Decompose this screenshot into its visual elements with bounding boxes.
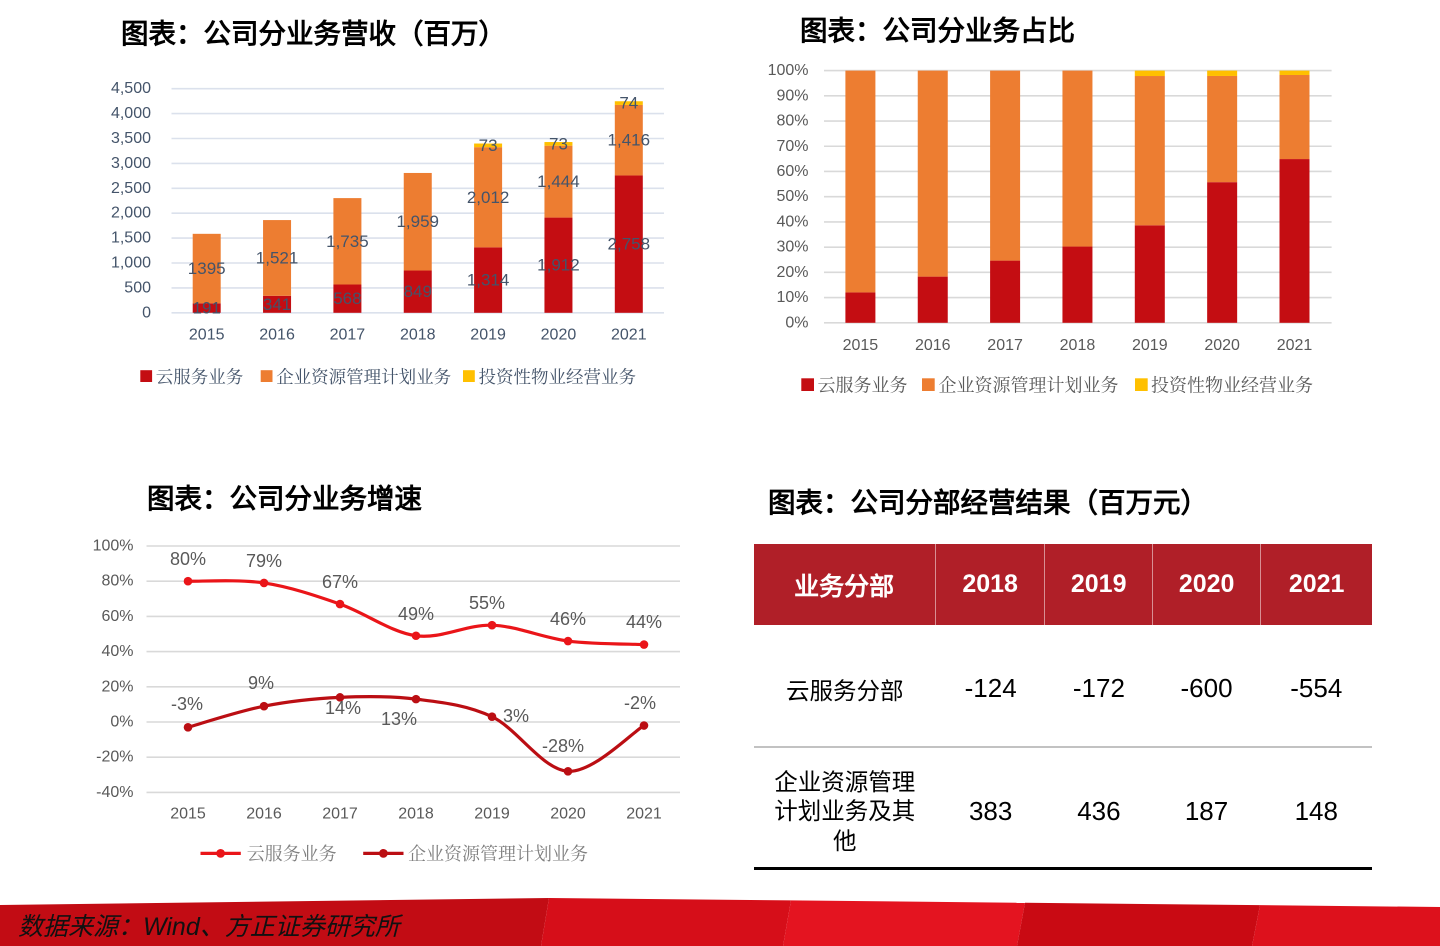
- svg-text:2020: 2020: [550, 806, 586, 823]
- svg-text:14%: 14%: [325, 698, 361, 718]
- svg-text:3,000: 3,000: [111, 155, 151, 172]
- svg-text:2021: 2021: [1277, 337, 1313, 354]
- svg-text:40%: 40%: [101, 643, 133, 660]
- svg-text:3%: 3%: [503, 706, 529, 726]
- svg-text:73: 73: [549, 134, 568, 153]
- svg-text:79%: 79%: [246, 551, 282, 571]
- svg-text:云服务业务: 云服务业务: [818, 376, 908, 396]
- svg-text:2020: 2020: [1204, 337, 1240, 354]
- svg-text:9%: 9%: [248, 673, 274, 693]
- svg-text:投资性物业经营业务: 投资性物业经营业务: [1151, 375, 1313, 396]
- svg-text:2017: 2017: [987, 337, 1023, 354]
- svg-text:2019: 2019: [470, 327, 506, 344]
- svg-text:云服务业务: 云服务业务: [156, 367, 244, 387]
- svg-text:2016: 2016: [259, 327, 295, 344]
- svg-text:80%: 80%: [776, 113, 808, 130]
- svg-text:2021: 2021: [626, 806, 662, 823]
- svg-text:10%: 10%: [776, 289, 808, 306]
- svg-text:46%: 46%: [550, 609, 586, 629]
- svg-text:67%: 67%: [322, 572, 358, 592]
- svg-text:2018: 2018: [1060, 337, 1096, 354]
- svg-text:49%: 49%: [398, 604, 434, 624]
- svg-text:1,521: 1,521: [256, 248, 299, 267]
- svg-text:2017: 2017: [330, 327, 366, 344]
- svg-text:74: 74: [619, 94, 638, 113]
- svg-text:20%: 20%: [776, 264, 808, 281]
- svg-text:云服务业务: 云服务业务: [247, 844, 337, 864]
- svg-text:2017: 2017: [322, 806, 358, 823]
- svg-text:1,912: 1,912: [537, 256, 580, 275]
- svg-text:341: 341: [263, 295, 291, 314]
- svg-text:投资性物业经营业务: 投资性物业经营业务: [479, 367, 637, 387]
- svg-text:55%: 55%: [469, 593, 505, 613]
- svg-text:40%: 40%: [776, 213, 808, 230]
- svg-text:企业资源管理计划业务: 企业资源管理计划业务: [408, 844, 588, 864]
- svg-text:0: 0: [142, 304, 151, 321]
- svg-text:-20%: -20%: [96, 749, 133, 766]
- svg-text:2018: 2018: [398, 806, 434, 823]
- svg-text:2015: 2015: [843, 337, 879, 354]
- svg-text:90%: 90%: [776, 87, 808, 104]
- svg-text:1395: 1395: [188, 259, 226, 278]
- svg-text:30%: 30%: [776, 239, 808, 256]
- svg-text:4,500: 4,500: [111, 80, 151, 97]
- svg-text:2019: 2019: [474, 806, 510, 823]
- svg-text:2019: 2019: [1132, 337, 1168, 354]
- svg-text:2018: 2018: [400, 327, 436, 344]
- svg-text:0%: 0%: [110, 714, 133, 731]
- svg-text:2016: 2016: [915, 337, 951, 354]
- svg-text:1,959: 1,959: [396, 212, 439, 231]
- svg-text:60%: 60%: [776, 163, 808, 180]
- svg-text:500: 500: [124, 279, 151, 296]
- svg-text:568: 568: [333, 289, 361, 308]
- svg-text:2015: 2015: [189, 327, 225, 344]
- svg-text:1,000: 1,000: [111, 255, 151, 272]
- svg-text:2021: 2021: [611, 327, 647, 344]
- svg-text:1,500: 1,500: [111, 230, 151, 247]
- svg-text:2016: 2016: [246, 806, 282, 823]
- svg-text:100%: 100%: [768, 62, 809, 79]
- svg-text:191: 191: [193, 299, 221, 318]
- svg-text:50%: 50%: [776, 188, 808, 205]
- svg-text:2020: 2020: [541, 327, 577, 344]
- svg-text:13%: 13%: [381, 709, 417, 729]
- svg-text:2,758: 2,758: [608, 235, 651, 254]
- svg-text:2,500: 2,500: [111, 180, 151, 197]
- svg-text:20%: 20%: [101, 678, 133, 695]
- svg-text:1,314: 1,314: [467, 271, 510, 290]
- svg-text:1,735: 1,735: [326, 232, 369, 251]
- svg-text:1,416: 1,416: [608, 131, 651, 150]
- svg-text:3,500: 3,500: [111, 130, 151, 147]
- svg-text:80%: 80%: [170, 549, 206, 569]
- svg-text:60%: 60%: [101, 608, 133, 625]
- svg-text:-40%: -40%: [96, 784, 133, 801]
- svg-text:-28%: -28%: [542, 736, 584, 756]
- svg-text:2,012: 2,012: [467, 188, 510, 207]
- svg-text:4,000: 4,000: [111, 105, 151, 122]
- svg-text:2,000: 2,000: [111, 205, 151, 222]
- svg-text:849: 849: [404, 282, 432, 301]
- svg-text:1,444: 1,444: [537, 172, 580, 191]
- svg-text:73: 73: [479, 136, 498, 155]
- svg-text:0%: 0%: [785, 314, 808, 331]
- svg-text:-2%: -2%: [624, 693, 656, 713]
- svg-text:100%: 100%: [93, 538, 134, 555]
- svg-text:企业资源管理计划业务: 企业资源管理计划业务: [276, 367, 451, 387]
- svg-text:80%: 80%: [101, 573, 133, 590]
- svg-text:企业资源管理计划业务: 企业资源管理计划业务: [939, 376, 1119, 396]
- svg-text:70%: 70%: [776, 138, 808, 155]
- svg-text:-3%: -3%: [171, 694, 203, 714]
- svg-text:2015: 2015: [170, 806, 206, 823]
- svg-text:44%: 44%: [626, 612, 662, 632]
